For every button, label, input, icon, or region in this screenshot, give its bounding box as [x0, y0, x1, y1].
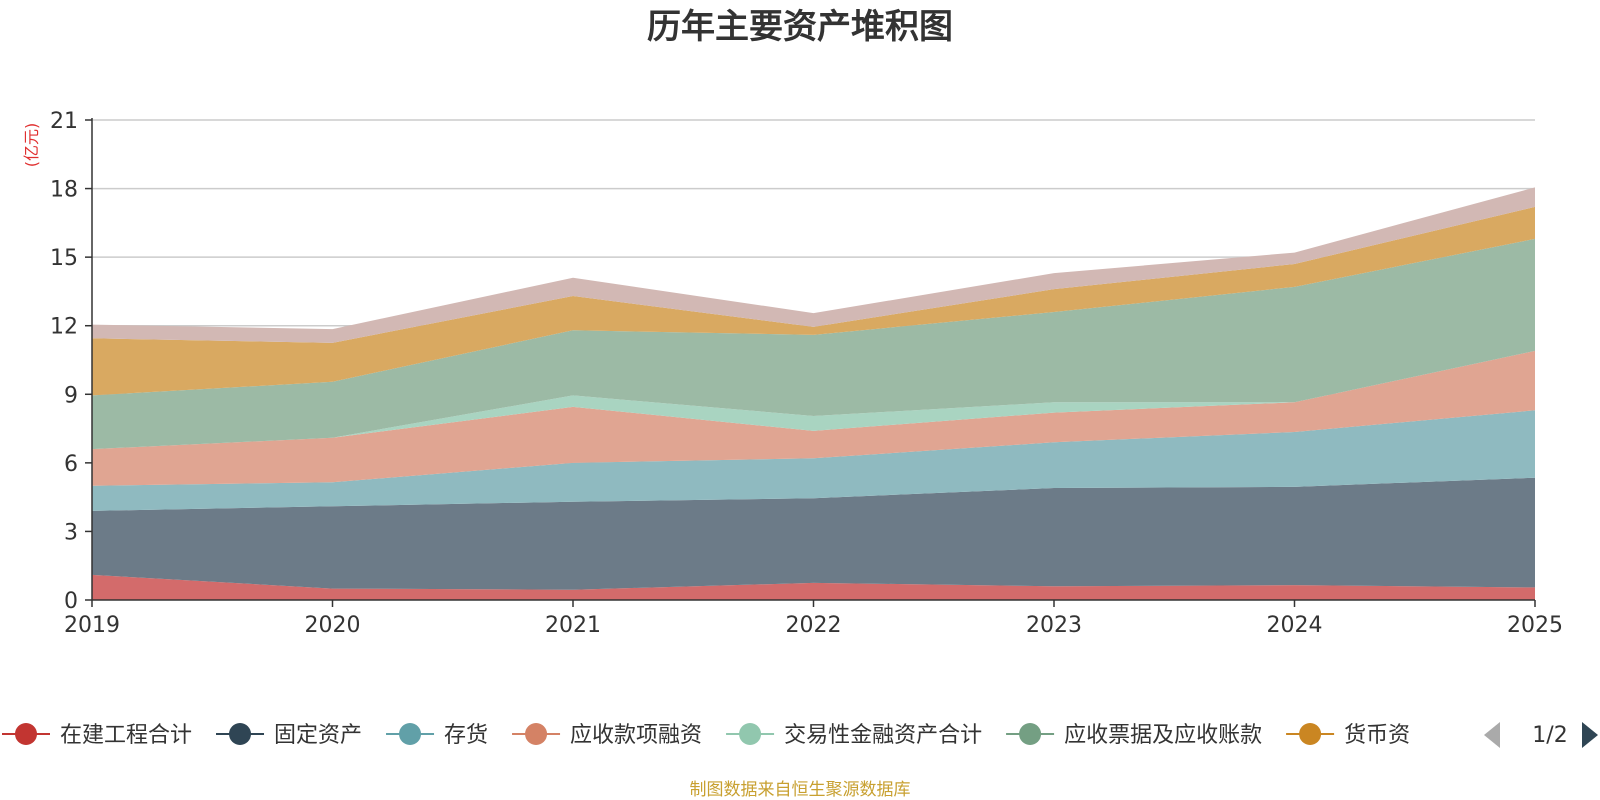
y-tick-label: 12 [50, 315, 78, 340]
x-tick-label: 2024 [1267, 613, 1323, 638]
legend-page-indicator: 1/2 [1532, 723, 1567, 748]
area-series [92, 187, 1535, 600]
x-tick-label: 2022 [786, 613, 842, 638]
legend-marker-icon [525, 723, 548, 745]
area-series-1 [92, 574, 1535, 600]
legend-marker-icon [739, 723, 762, 745]
legend-marker-icon [1299, 723, 1322, 745]
source-note: 制图数据来自恒生聚源数据库 [690, 780, 911, 800]
legend-label: 货币资 [1344, 723, 1410, 748]
legend-item[interactable]: 应收票据及应收账款 [1006, 723, 1262, 748]
x-tick-label: 2025 [1507, 613, 1563, 638]
area-series-7 [92, 206, 1535, 396]
axes: 0 3 6 9 12 15 18 21 2019 2020 2021 2022 2023 2024 2025 [50, 109, 1563, 638]
y-axis-unit: (亿元) [22, 123, 41, 168]
legend-item[interactable]: 存货 [386, 723, 488, 748]
legend-marker-icon [1019, 723, 1042, 745]
y-tick-label: 21 [50, 109, 78, 134]
y-tick-label: 6 [64, 452, 78, 477]
area-series-8 [92, 187, 1535, 343]
x-tick-label: 2019 [64, 613, 120, 638]
area-series-2 [92, 477, 1535, 590]
legend-label: 在建工程合计 [60, 723, 192, 748]
chart-title: 历年主要资产堆积图 [647, 7, 953, 47]
x-tick-label: 2023 [1026, 613, 1082, 638]
area-series-3 [92, 410, 1535, 511]
y-tick-label: 3 [64, 520, 78, 545]
y-tick-label: 18 [50, 178, 78, 203]
legend-label: 交易性金融资产合计 [784, 723, 982, 748]
area-series-5 [92, 350, 1535, 450]
area-series-4 [92, 350, 1535, 486]
y-tick-label: 15 [50, 246, 78, 271]
legend-item[interactable]: 在建工程合计 [2, 723, 192, 748]
area-series-6 [92, 238, 1535, 450]
legend-prev-page-icon[interactable] [1484, 722, 1500, 748]
y-tick-label: 0 [64, 589, 78, 614]
legend-label: 存货 [444, 723, 488, 748]
legend-item[interactable]: 交易性金融资产合计 [726, 723, 982, 748]
legend-label: 应收款项融资 [570, 723, 702, 748]
legend-label: 固定资产 [274, 723, 362, 748]
legend: 在建工程合计 固定资产 存货 应收款项融资 交易性金融资产合计 应收票据及应收账款 货币资 1… [2, 722, 1598, 748]
legend-marker-icon [399, 723, 422, 745]
legend-marker-icon [229, 723, 252, 745]
legend-next-page-icon[interactable] [1582, 722, 1598, 748]
legend-item[interactable]: 固定资产 [216, 723, 362, 748]
legend-item[interactable]: 应收款项融资 [512, 723, 702, 748]
y-tick-label: 9 [64, 383, 78, 408]
x-tick-label: 2020 [305, 613, 361, 638]
legend-item[interactable]: 货币资 [1286, 723, 1410, 748]
legend-marker-icon [15, 723, 37, 745]
x-tick-label: 2021 [545, 613, 601, 638]
legend-label: 应收票据及应收账款 [1064, 723, 1262, 748]
